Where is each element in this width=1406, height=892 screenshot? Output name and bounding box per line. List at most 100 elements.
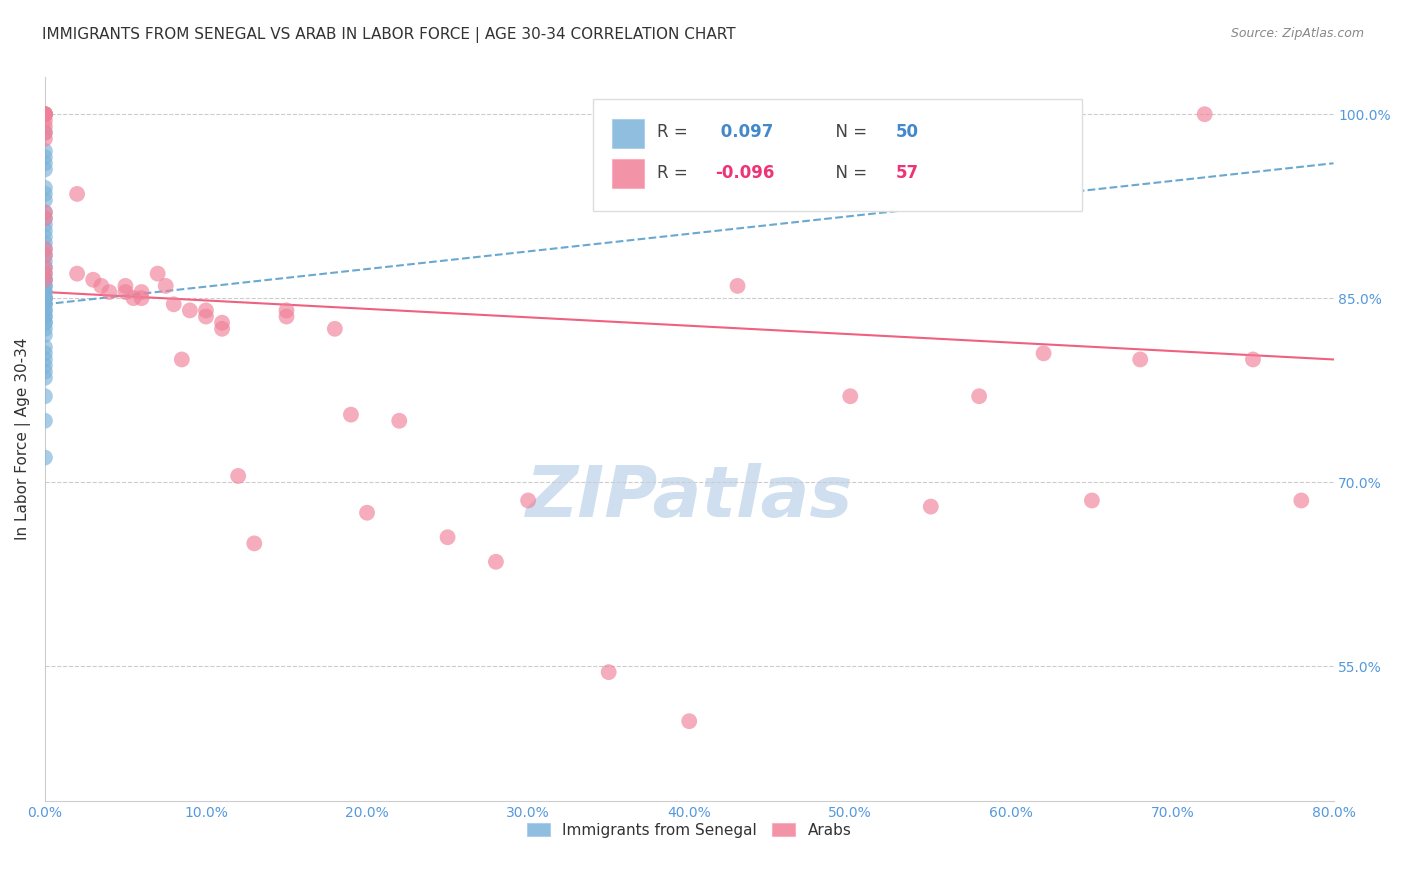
Point [34,205,56,219]
Point [34,371,56,385]
Point [34,113,56,128]
Point [131,291,153,305]
Point [34,211,56,226]
Point [243,536,266,550]
Point [34,310,56,324]
Point [122,291,145,305]
Point [34,230,56,244]
Point [34,205,56,219]
Point [920,500,942,514]
FancyBboxPatch shape [592,99,1083,211]
Point [34,327,56,342]
Text: -0.096: -0.096 [716,164,775,182]
Text: 0.097: 0.097 [716,123,773,141]
Point [34,279,56,293]
Point [34,273,56,287]
Point [1241,352,1264,367]
Point [34,242,56,256]
Point [34,352,56,367]
Point [485,555,508,569]
Point [34,120,56,134]
Point [34,365,56,379]
Point [34,107,56,121]
Point [194,303,217,318]
Point [34,285,56,299]
Text: R =: R = [657,164,693,182]
Point [194,310,217,324]
Point [34,242,56,256]
Point [34,285,56,299]
Point [1194,107,1216,121]
Point [114,279,136,293]
Point [34,235,56,250]
Point [276,310,298,324]
Point [967,389,990,403]
Point [131,285,153,299]
Point [34,267,56,281]
Point [226,469,249,483]
Point [34,107,56,121]
Point [839,389,862,403]
Point [34,181,56,195]
Point [66,186,89,201]
Point [34,132,56,146]
Point [34,310,56,324]
Point [276,303,298,318]
Point [34,316,56,330]
Point [211,316,233,330]
Point [34,316,56,330]
Point [34,162,56,177]
Point [34,211,56,226]
Point [66,267,89,281]
Point [727,279,749,293]
Point [34,303,56,318]
Point [211,322,233,336]
Legend: Immigrants from Senegal, Arabs: Immigrants from Senegal, Arabs [522,816,858,844]
Point [34,291,56,305]
FancyBboxPatch shape [612,119,644,147]
Point [155,279,177,293]
Point [34,273,56,287]
Point [34,144,56,158]
Point [34,248,56,262]
Point [34,297,56,311]
Point [34,291,56,305]
Point [90,279,112,293]
Text: IMMIGRANTS FROM SENEGAL VS ARAB IN LABOR FORCE | AGE 30-34 CORRELATION CHART: IMMIGRANTS FROM SENEGAL VS ARAB IN LABOR… [42,27,735,43]
Point [34,414,56,428]
Text: 57: 57 [896,164,918,182]
Point [34,340,56,354]
Point [34,107,56,121]
Point [34,107,56,121]
Point [34,156,56,170]
Point [1032,346,1054,360]
Point [170,352,193,367]
Point [436,530,458,544]
Point [34,291,56,305]
Point [34,150,56,164]
Point [34,260,56,275]
Point [1291,493,1313,508]
Point [34,267,56,281]
Text: N =: N = [824,123,872,141]
Point [114,285,136,299]
Point [517,493,540,508]
Point [34,322,56,336]
Point [179,303,201,318]
Point [146,267,169,281]
Text: Source: ZipAtlas.com: Source: ZipAtlas.com [1230,27,1364,40]
Text: R =: R = [657,123,693,141]
Point [34,303,56,318]
Text: N =: N = [824,164,872,182]
Point [34,107,56,121]
Point [34,254,56,268]
Point [34,260,56,275]
Point [34,450,56,465]
Point [356,506,378,520]
Point [34,186,56,201]
Point [34,126,56,140]
Point [678,714,700,728]
Point [34,107,56,121]
Point [34,279,56,293]
Point [34,297,56,311]
